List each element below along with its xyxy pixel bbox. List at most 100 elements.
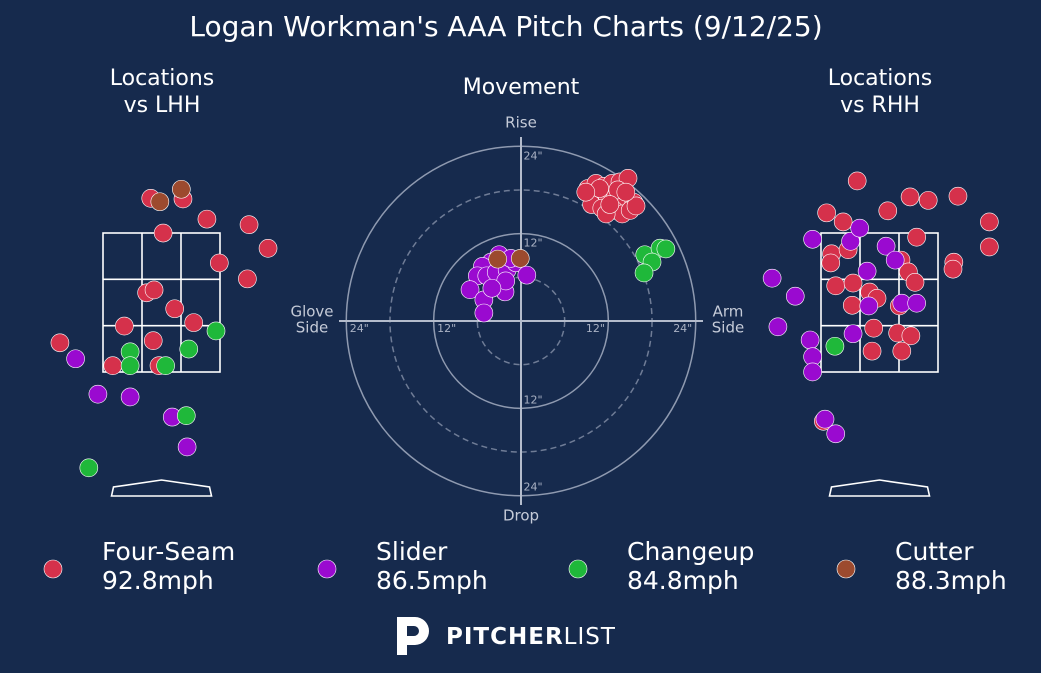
pitch-point — [948, 186, 968, 206]
pitch-point — [857, 261, 877, 281]
panel-title: vs RHH — [840, 93, 920, 118]
logo-text: PITCHERLIST — [446, 624, 616, 650]
pitch-point — [210, 253, 229, 273]
pitch-point — [847, 171, 867, 191]
pitch-point — [482, 278, 502, 298]
pitch-point — [143, 331, 163, 350]
axis-label: Glove — [290, 303, 333, 321]
ring-label: 24" — [523, 149, 542, 162]
axis-label: Arm — [713, 303, 744, 321]
pitch-point — [197, 209, 217, 229]
pitch-point — [79, 458, 99, 478]
pitch-point — [826, 424, 846, 444]
pitch-point — [474, 303, 494, 323]
pitch-point — [980, 212, 999, 232]
pitch-point — [488, 249, 508, 269]
pitch-point — [626, 196, 646, 216]
pitch-point — [50, 333, 70, 353]
pitch-point — [66, 349, 85, 369]
pitch-point — [918, 191, 938, 210]
axis-label: Side — [712, 319, 744, 337]
pitch-point — [576, 182, 596, 202]
pitch-point — [803, 229, 822, 249]
pitch-point — [885, 250, 905, 270]
pitch-point — [176, 406, 196, 426]
ring-label: 12" — [523, 393, 542, 406]
pitch-point — [150, 192, 170, 212]
pitch-point — [656, 239, 676, 259]
pitch-point — [901, 326, 921, 346]
legend-name: Cutter — [895, 537, 974, 566]
pitch-point — [785, 286, 805, 306]
ring-label: 12" — [437, 322, 456, 335]
pitch-point — [120, 356, 140, 376]
pitch-point — [88, 384, 108, 404]
pitch-point — [517, 265, 537, 285]
pitch-point — [862, 341, 882, 361]
pitch-point — [120, 387, 140, 407]
home-plate — [110, 479, 213, 497]
panel-title: Locations — [828, 66, 933, 91]
pitch-point — [864, 318, 884, 338]
pitch-point — [258, 239, 278, 258]
pitch-point — [165, 299, 185, 319]
pitch-point — [177, 437, 197, 457]
panel-title: Locations — [110, 66, 215, 91]
legend-marker — [568, 559, 588, 579]
pitch-point — [768, 317, 788, 337]
pitch-point — [876, 236, 896, 256]
ring-label: 12" — [586, 322, 605, 335]
pitch-point — [600, 195, 620, 214]
legend-speed: 86.5mph — [376, 566, 488, 595]
pitch-point — [980, 237, 999, 257]
pitch-point — [800, 330, 820, 350]
pitch-point — [153, 223, 173, 243]
legend-name: Four-Seam — [102, 537, 235, 566]
pitch-point — [817, 203, 836, 223]
logo: PITCHERLIST — [397, 617, 616, 655]
pitch-point — [179, 339, 199, 359]
pitch-point — [892, 341, 912, 361]
legend-marker — [836, 559, 856, 579]
pitch-point — [762, 268, 782, 288]
legend-speed: 88.3mph — [895, 566, 1007, 595]
panel-title: vs LHH — [124, 93, 201, 118]
pitch-point — [907, 293, 926, 313]
pitch-point — [842, 295, 862, 315]
pitch-point — [103, 356, 123, 376]
chart-title: Logan Workman's AAA Pitch Charts (9/12/2… — [189, 10, 822, 43]
pitch-point — [833, 212, 853, 232]
legend-marker — [43, 559, 63, 579]
pitch-point — [943, 259, 963, 279]
axis-label: Side — [296, 319, 328, 337]
pitch-point — [510, 249, 530, 268]
pitch-point — [144, 280, 164, 300]
pitch-point — [905, 273, 925, 292]
pitch-point — [859, 296, 879, 316]
pitch-point — [206, 321, 226, 341]
pitch-point — [821, 253, 841, 273]
logo-light: LIST — [564, 624, 616, 650]
pitch-point — [907, 227, 926, 247]
legend-speed: 84.8mph — [627, 566, 739, 595]
ring-label: 24" — [523, 481, 542, 494]
logo-icon — [397, 617, 429, 655]
legend-name: Slider — [376, 537, 448, 566]
legend-marker — [317, 559, 337, 579]
logo-bold: PITCHER — [446, 624, 564, 650]
pitch-point — [825, 336, 845, 356]
pitch-point — [900, 187, 920, 207]
pitch-point — [616, 182, 636, 202]
axis-label: Drop — [503, 507, 539, 525]
legend-name: Changeup — [627, 537, 754, 566]
pitch-point — [460, 280, 480, 299]
strike-zone — [820, 232, 939, 373]
pitch-point — [815, 409, 835, 429]
legend-speed: 92.8mph — [102, 566, 214, 595]
pitch-point — [850, 218, 869, 238]
ring-label: 24" — [673, 322, 692, 335]
ring-label: 24" — [350, 322, 369, 335]
pitch-point — [826, 276, 846, 296]
axis-label: Rise — [505, 114, 537, 132]
